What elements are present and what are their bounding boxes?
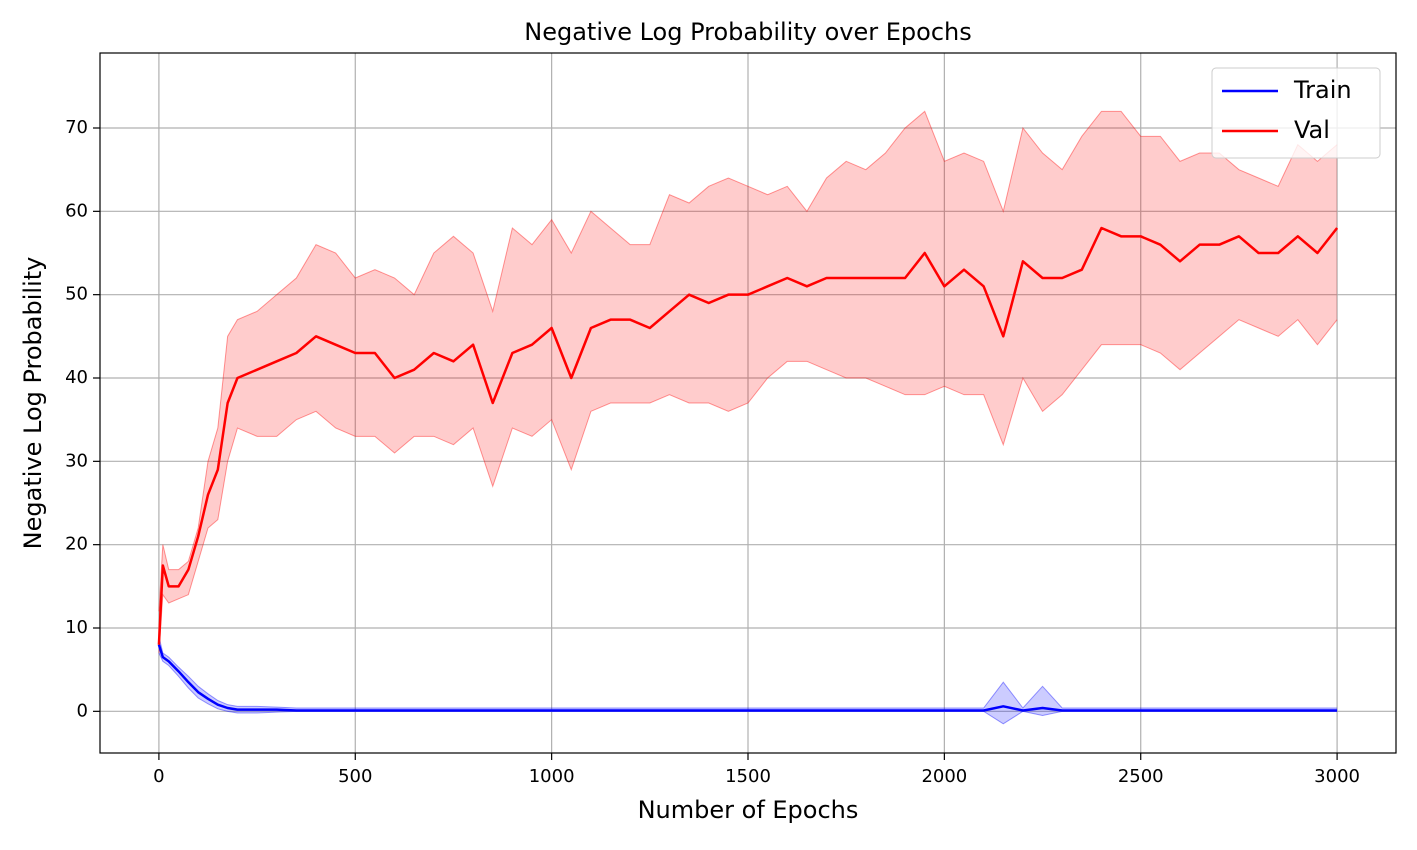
legend-label: Val <box>1294 116 1330 144</box>
x-tick-label: 500 <box>338 766 372 787</box>
x-tick-label: 1500 <box>725 766 771 787</box>
x-tick-label: 3000 <box>1314 766 1360 787</box>
x-tick-label: 2500 <box>1118 766 1164 787</box>
confidence-band <box>158 111 1338 654</box>
series-line <box>157 644 1338 712</box>
band-edge <box>158 318 1338 654</box>
plot-frame <box>99 52 1397 754</box>
y-tick-label: 30 <box>65 450 88 471</box>
x-axis-label: Number of Epochs <box>638 796 859 824</box>
legend: Train Val <box>1211 67 1381 159</box>
band-edge <box>158 110 1338 612</box>
y-tick-label: 50 <box>65 284 88 305</box>
confidence-band <box>158 636 1338 724</box>
x-tick-label: 0 <box>153 766 164 787</box>
y-tick-label: 70 <box>65 117 88 138</box>
chart-title: Negative Log Probability over Epochs <box>524 18 971 46</box>
y-axis-label: Negative Log Probability <box>19 257 47 550</box>
series-line <box>157 226 1339 645</box>
x-tick-label: 1000 <box>529 766 575 787</box>
y-tick-label: 60 <box>65 200 88 221</box>
legend-label: Train <box>1293 76 1352 104</box>
x-tick-label: 2000 <box>921 766 967 787</box>
y-tick-label: 0 <box>77 700 88 721</box>
y-tick-label: 40 <box>65 367 88 388</box>
band-edge <box>158 636 1338 709</box>
y-tick-label: 10 <box>65 617 88 638</box>
y-tick-label: 20 <box>65 534 88 555</box>
